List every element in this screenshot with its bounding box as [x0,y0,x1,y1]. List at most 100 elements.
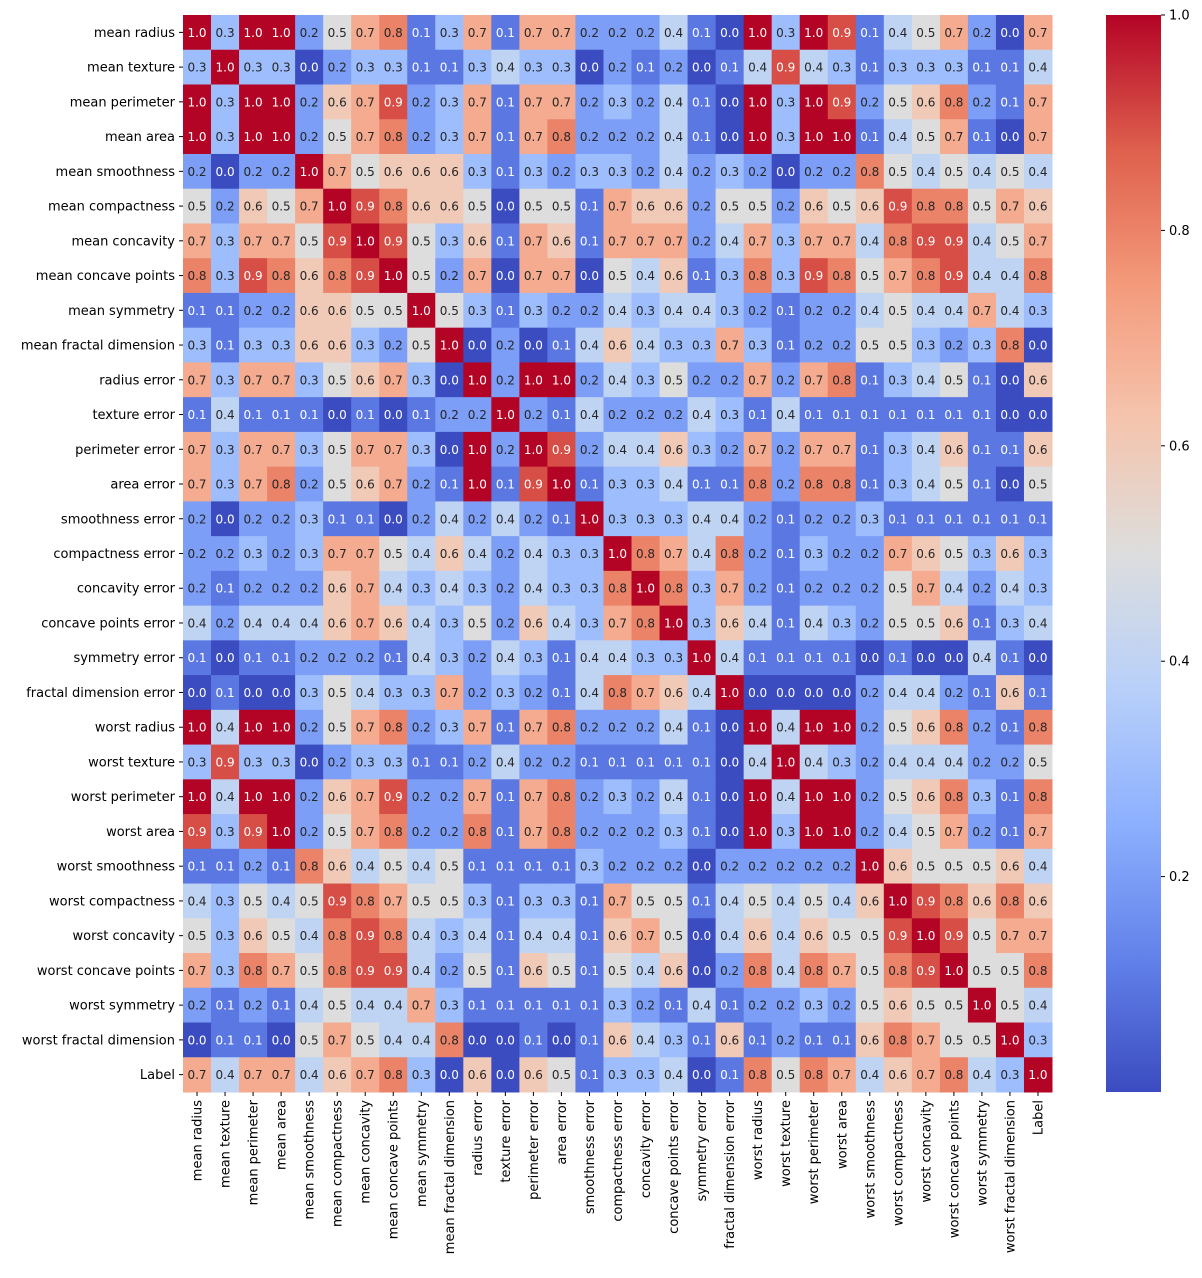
cell-value-label: 0.3 [580,165,599,179]
cell-value-label: 0.2 [748,547,767,561]
cell-value-label: 0.6 [468,234,487,248]
cell-value-label: 0.0 [1000,130,1019,144]
cell-value-label: 0.4 [552,929,571,943]
heatmap-cell [519,431,548,468]
heatmap-cell [267,397,296,433]
heatmap-cell [267,848,296,885]
cell-value-label: 0.2 [580,95,599,109]
cell-value-label: 0.3 [608,999,627,1013]
cell-value-label: 0.5 [860,269,879,283]
cell-value-label: 0.3 [608,478,627,492]
heatmap-cell [659,119,689,155]
heatmap-cell [407,744,436,780]
heatmap-cell [631,258,661,294]
heatmap-cell [519,188,548,224]
cell-value-label: 0.0 [300,61,319,75]
x-tick-label: worst smoothness [863,1100,878,1219]
heatmap-cell [463,918,492,954]
heatmap-cell [211,536,240,572]
heatmap-cell [995,1057,1025,1093]
cell-value-label: 0.4 [972,165,991,179]
heatmap-cell [883,814,913,850]
cell-value-label: 0.1 [804,651,823,665]
cell-value-label: 0.7 [888,547,907,561]
cell-value-label: 1.0 [776,755,795,769]
cell-value-label: 0.7 [664,234,683,248]
cell-value-label: 0.3 [216,825,235,839]
heatmap-cell [435,987,464,1024]
heatmap-cell [575,536,604,572]
heatmap-cell [435,883,464,919]
x-tick-label: symmetry error [695,1099,710,1201]
heatmap-cell [995,953,1025,989]
cell-value-label: 0.4 [916,755,935,769]
heatmap-cell [911,397,941,433]
heatmap-cell [323,675,352,711]
heatmap-cell [939,918,969,954]
cell-value-label: 0.1 [748,1033,767,1047]
cell-value-label: 1.0 [608,547,627,561]
heatmap-cell [659,362,689,398]
heatmap-cell [659,15,689,51]
cell-value-label: 0.5 [244,894,263,908]
heatmap-cell [491,15,520,51]
cell-value-label: 0.6 [860,1033,879,1047]
cell-value-label: 0.2 [832,582,851,596]
cell-value-label: 0.7 [412,999,431,1013]
heatmap-cell [211,744,240,780]
cell-value-label: 0.5 [804,894,823,908]
cell-value-label: 0.4 [384,999,403,1013]
cell-value-label: 0.7 [468,26,487,40]
heatmap-cell [715,605,745,641]
cell-value-label: 0.3 [552,582,571,596]
heatmap-cell [799,119,829,155]
heatmap-cell [911,883,941,919]
heatmap-cell [211,119,240,155]
cell-value-label: 0.3 [944,61,963,75]
heatmap-cell [295,431,324,468]
heatmap-cell [967,431,997,468]
cell-value-label: 0.2 [496,373,515,387]
heatmap-cell [967,15,997,51]
heatmap-cell [855,362,885,398]
cell-value-label: 0.2 [804,165,823,179]
heatmap-cell [211,188,240,224]
heatmap-cell [211,987,240,1024]
heatmap-cell [519,362,548,398]
heatmap-cell [547,848,576,885]
cell-value-label: 0.4 [916,686,935,700]
cell-value-label: 1.0 [468,478,487,492]
heatmap-cell [659,223,689,259]
heatmap-cell [491,84,520,120]
heatmap-cell [351,292,380,329]
heatmap-cell [911,1022,941,1058]
cell-value-label: 0.6 [552,234,571,248]
cell-value-label: 0.0 [832,686,851,700]
cell-value-label: 0.3 [636,1068,655,1082]
heatmap-cell [743,675,773,711]
cell-value-label: 0.8 [888,1033,907,1047]
heatmap-cell [463,814,492,850]
cell-value-label: 0.7 [972,304,991,318]
cell-value-label: 0.6 [804,929,823,943]
heatmap-cell [379,119,408,155]
heatmap-cell [575,987,604,1024]
cell-value-label: 0.4 [356,999,375,1013]
cell-value-label: 0.1 [412,408,431,422]
cell-value-label: 0.1 [524,860,543,874]
heatmap-cell [631,188,661,224]
heatmap-cell [435,431,464,468]
heatmap-cell [603,675,633,711]
cell-value-label: 0.7 [552,26,571,40]
heatmap-cell [267,501,296,537]
cell-value-label: 0.5 [1028,755,1047,769]
cell-value-label: 0.2 [832,512,851,526]
cell-value-label: 0.4 [412,616,431,630]
heatmap-cell [967,84,997,120]
heatmap-cell [631,918,661,954]
cell-value-label: 0.8 [468,825,487,839]
cell-value-label: 0.2 [860,547,879,561]
cell-value-label: 0.7 [664,547,683,561]
cell-value-label: 0.1 [664,999,683,1013]
cell-value-label: 0.0 [440,443,459,457]
